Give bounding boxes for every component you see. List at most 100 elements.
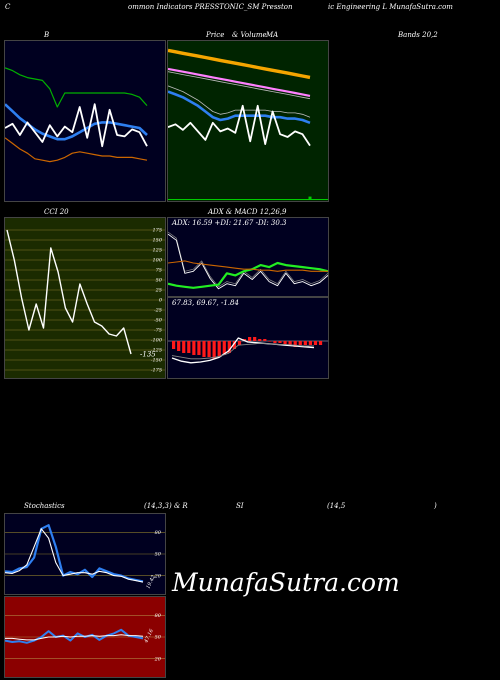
stoch-title-c: SI: [236, 502, 244, 510]
stoch-tick-label: 50: [155, 552, 162, 558]
bb-line-price: [5, 103, 148, 148]
cci-tick-label: 175: [152, 228, 162, 234]
macd-histogram-bar: [182, 341, 186, 353]
bollinger-title: B: [44, 31, 50, 39]
stoch-tick-label: 20: [154, 573, 162, 579]
rsi-tick-label: 20: [154, 656, 162, 662]
cci-tick-label: -75: [154, 328, 162, 334]
watermark: MunafaSutra.com: [172, 568, 400, 597]
macd-histogram-bar: [268, 341, 272, 342]
cci-tick-label: -175: [151, 368, 162, 374]
ma-line-ma-short: [168, 90, 311, 125]
bb-line-lower: [5, 137, 148, 163]
adx-panel: [167, 217, 329, 297]
cci-chart: 175 150 125 100 75 50 25 0 -25 -50 -75 -100 -125 -150…: [5, 228, 165, 374]
macd-histogram-bar: [197, 341, 201, 355]
macd-histogram-bar: [283, 341, 287, 345]
cci-title: CCI 20: [44, 208, 69, 216]
ma-line-short-shadow: [168, 85, 311, 118]
adx-line-adx: [168, 233, 328, 290]
cci-tick-label: -25: [154, 308, 162, 314]
macd-histogram-bar: [237, 341, 242, 345]
macd-histogram-bar: [202, 341, 206, 357]
cci-tick-label: -150: [151, 358, 163, 364]
adx-line-shadow: [168, 231, 328, 288]
macd-histogram-bar: [308, 341, 312, 345]
cci-line: [6, 229, 132, 355]
stoch-last-value: 19.42: [145, 574, 156, 590]
macd-histogram-bar: [298, 341, 302, 345]
macd-panel: [167, 297, 329, 379]
rsi-chart: 80 50 20 47.16: [5, 613, 165, 662]
rsi-tick-label: 50: [155, 635, 162, 641]
ma-title-ma: MA: [266, 31, 279, 39]
cci-tick-label: -100: [151, 338, 163, 344]
ma-panel: [167, 40, 329, 202]
macd-histogram-bar: [217, 341, 221, 357]
macd-histogram-bar: [248, 337, 252, 341]
header-site: ic Engineering L MunafaSutra.com: [328, 3, 453, 11]
macd-histogram-bar: [303, 341, 307, 345]
ma-line-mid-shadow: [168, 71, 311, 100]
macd-histogram-bar: [187, 341, 191, 353]
macd-line-signal: [171, 343, 314, 360]
bollinger-chart: [5, 67, 148, 163]
macd-histogram-bar: [273, 341, 277, 343]
stoch-panel: 80 50 20 19.42: [4, 513, 166, 595]
macd-histogram-bar: [177, 341, 181, 351]
bands-title: Bands 20,2: [398, 31, 438, 39]
ma-line-ma-long: [168, 48, 311, 80]
cci-tick-label: 150: [152, 238, 162, 244]
stoch-line-d: [5, 528, 144, 583]
macd-chart: [168, 337, 328, 364]
cci-tick-label: 100: [152, 258, 162, 264]
rsi-panel: 80 50 20 47.16: [4, 596, 166, 678]
stoch-title-b: (14,3,3) & R: [144, 502, 188, 510]
header-title: ommon Indicators PRESSTONIC_SM Presston: [128, 3, 293, 11]
macd-values: 67.83, 69.67, -1.84: [172, 299, 239, 307]
cci-last-value: -135: [140, 351, 156, 359]
macd-histogram-bar: [192, 341, 196, 355]
ma-title-price: Price: [206, 31, 225, 39]
adx-line-plus-di: [168, 261, 328, 289]
macd-histogram-bar: [253, 337, 257, 341]
macd-histogram-bar: [288, 341, 292, 345]
macd-histogram-bar: [172, 341, 176, 349]
cci-tick-label: 50: [156, 278, 163, 284]
rsi-line-ma: [5, 634, 144, 641]
stoch-title-d: (14,5: [327, 502, 346, 510]
ma-chart: [168, 48, 328, 200]
ma-line-ma-mid: [168, 67, 311, 97]
rsi-last-value: 47.16: [143, 628, 155, 645]
stoch-title-a: Stochastics: [24, 502, 65, 510]
macd-histogram-bar: [278, 341, 282, 343]
macd-histogram-bar: [222, 341, 226, 355]
macd-histogram-bar: [313, 341, 318, 345]
cci-tick-label: 125: [152, 248, 162, 254]
cci-tick-label: 25: [155, 288, 162, 294]
cci-panel: 175 150 125 100 75 50 25 0 -25 -50 -75 -100 -125 -150…: [4, 217, 166, 379]
macd-histogram-bar: [293, 341, 297, 347]
ma-line-price: [168, 104, 311, 147]
adx-line-minus-di: [168, 260, 328, 272]
macd-histogram-bar: [232, 341, 236, 349]
macd-line-macd: [171, 337, 315, 364]
macd-histogram-bar: [212, 341, 216, 359]
cci-tick-label: 75: [156, 268, 162, 274]
cci-tick-label: -125: [151, 348, 162, 354]
macd-histogram-bar: [258, 339, 262, 341]
bb-line-upper: [5, 67, 148, 108]
header-left: C: [5, 3, 11, 11]
rsi-tick-label: 80: [155, 613, 162, 619]
macd-histogram-bar: [227, 341, 231, 353]
bollinger-panel: [4, 40, 166, 202]
stoch-tick-label: 80: [155, 530, 162, 536]
volume-bar: [308, 196, 312, 200]
macd-histogram-bar: [318, 341, 323, 345]
cci-tick-label: -50: [154, 318, 163, 324]
ma-title-volume: & Volume: [232, 31, 267, 39]
adx-values: ADX: 16.59 +DI: 21.67 -DI: 30.3: [172, 219, 287, 227]
stoch-title-e: ): [434, 502, 437, 510]
cci-tick-label: 0: [159, 298, 163, 304]
